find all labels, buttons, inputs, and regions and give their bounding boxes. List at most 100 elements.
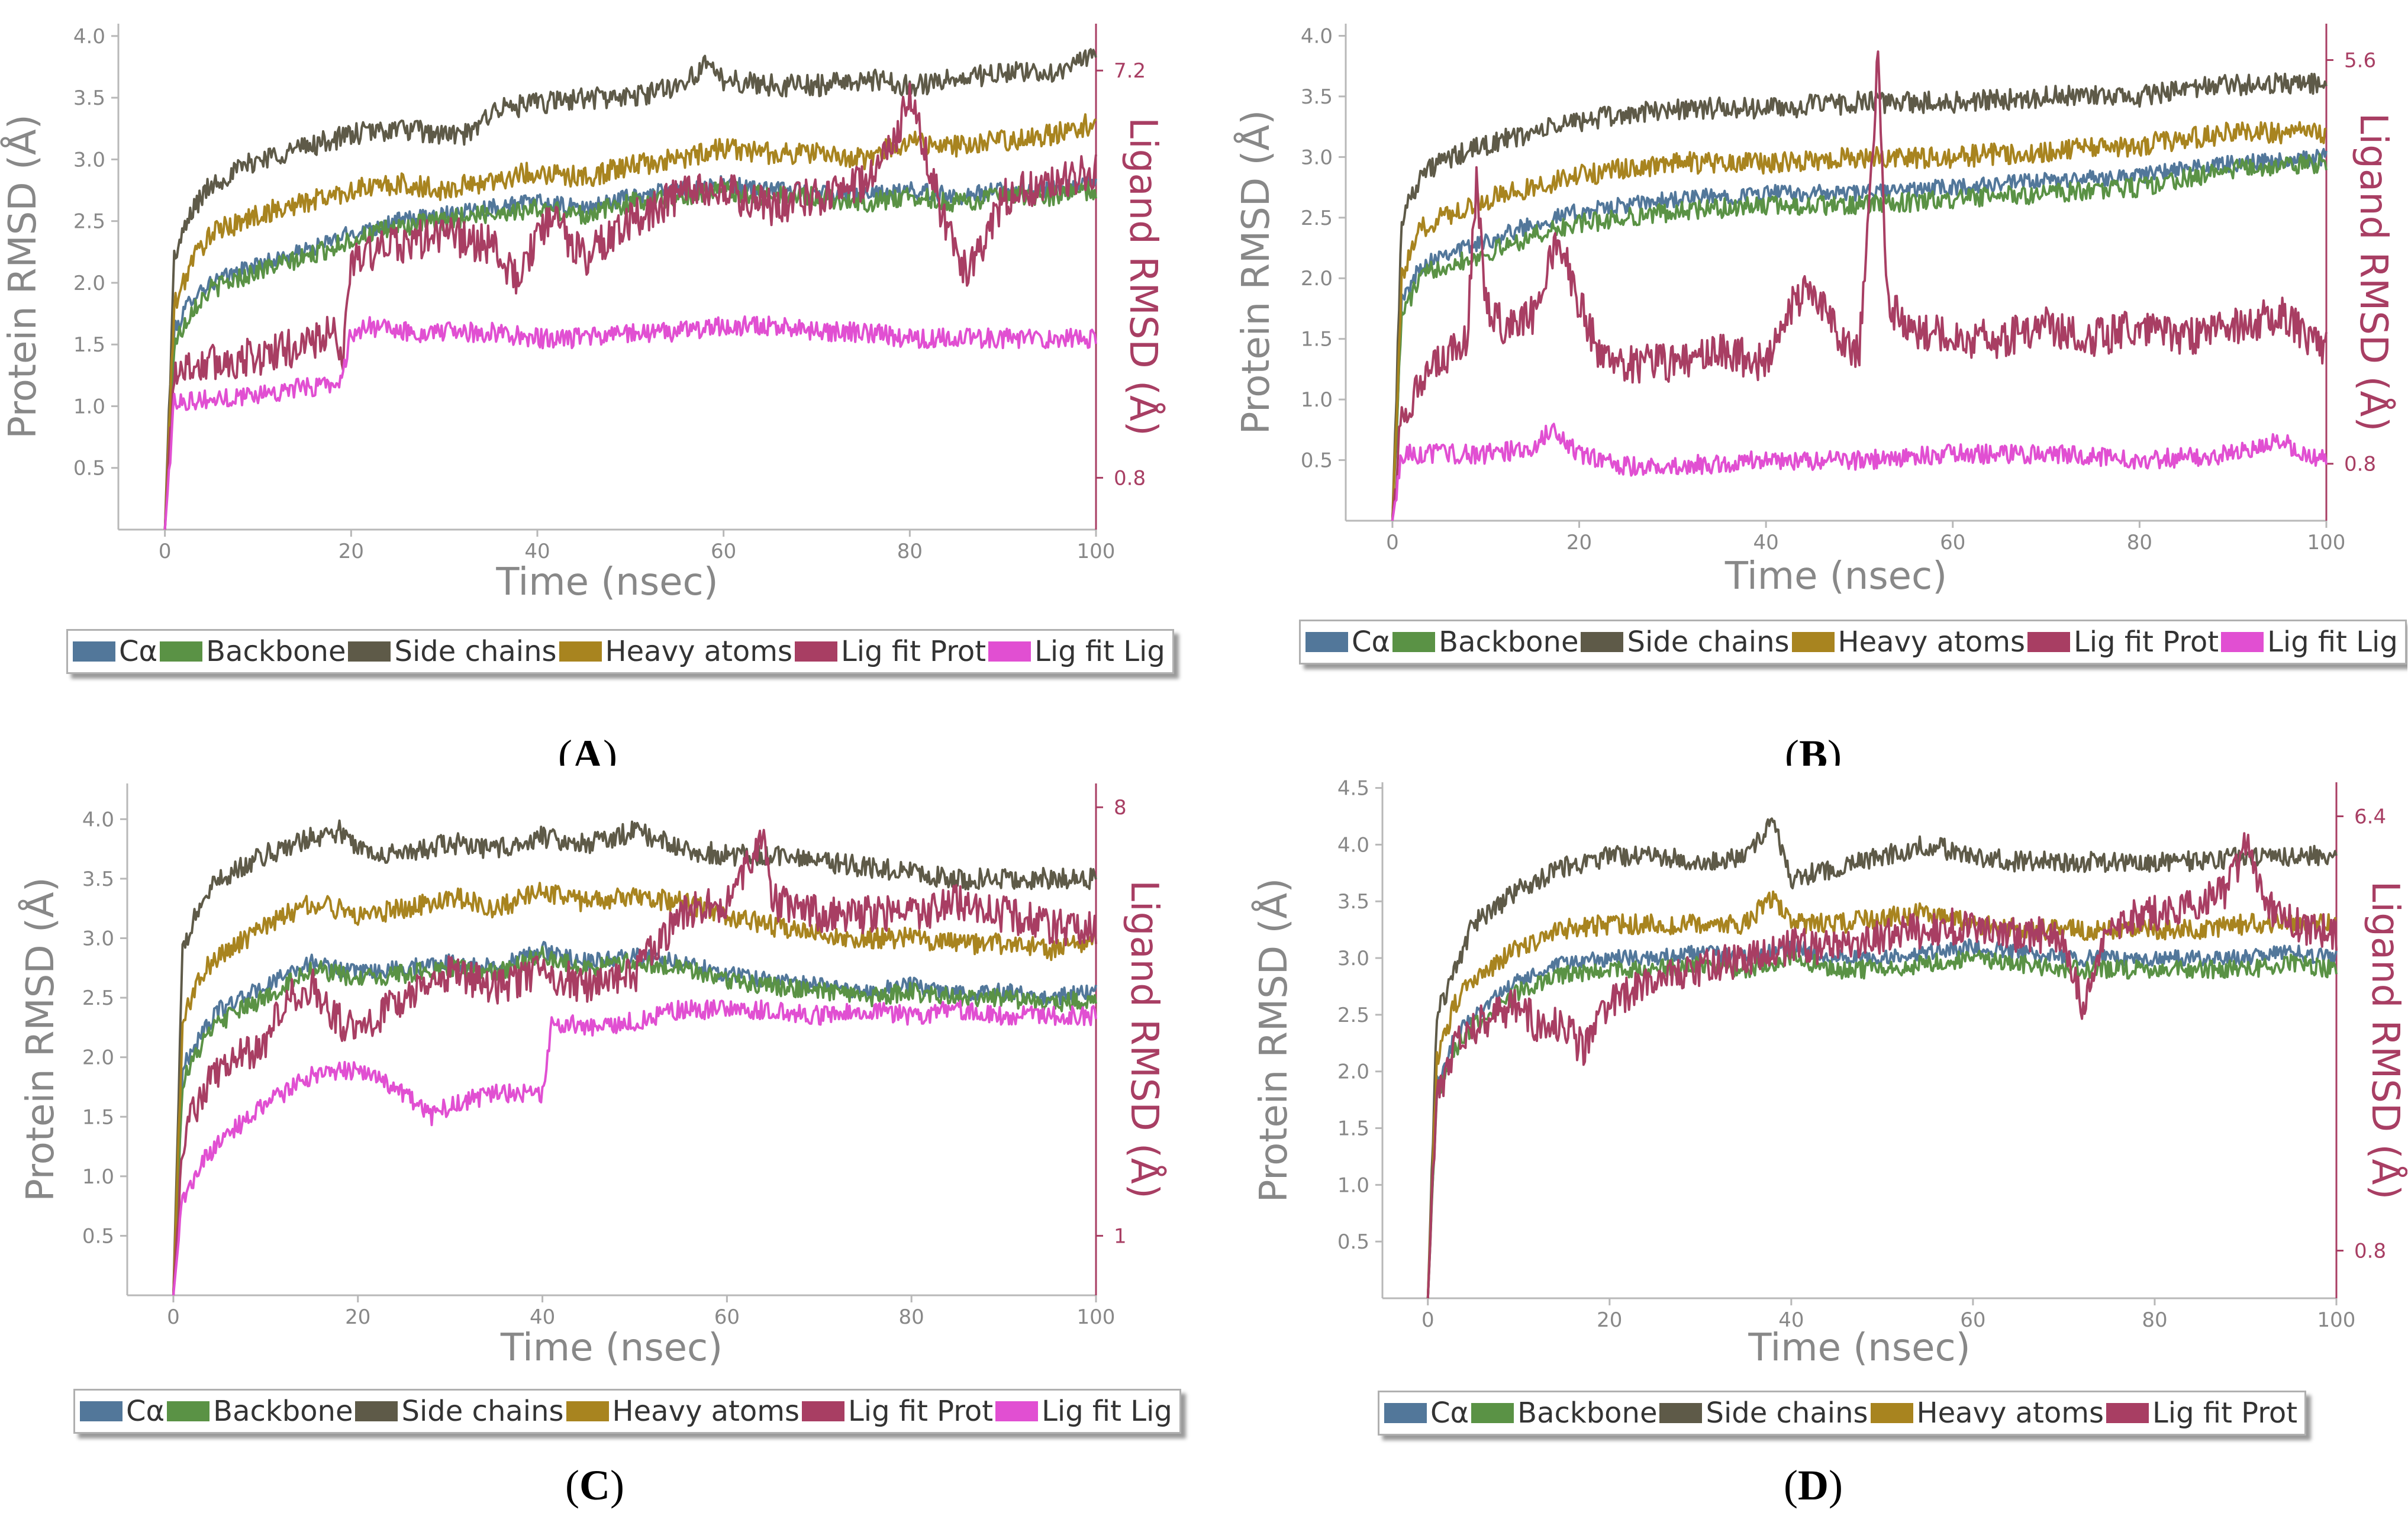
x-tick-label: 100 [1077, 1305, 1116, 1329]
chart-svg-c: 0 20 40 60 80 100 0.5 1.0 1.5 2.0 2.5 3.0 3.5 4.0 8 1 Ti… [18, 783, 1167, 1370]
legend-label: Lig fit Prot [848, 1395, 994, 1428]
legend-label: Side chains [1627, 625, 1790, 659]
panel-label-c: (C) [565, 1462, 624, 1509]
y-tick-label: 3.0 [73, 148, 105, 172]
series-line-lig-fit-lig [172, 999, 1097, 1296]
series-line-backbone [163, 180, 1097, 530]
legend-label: Side chains [401, 1395, 564, 1428]
legend-swatch [988, 641, 1031, 662]
legend-label: Side chains [1706, 1396, 1868, 1430]
legend-entry: Side chains [1659, 1396, 1868, 1430]
series-line-heavy-atoms [1426, 890, 2337, 1299]
series-group [1426, 817, 2338, 1299]
x-tick-label: 0 [1386, 531, 1399, 554]
legend-entry: Lig fit Prot [795, 635, 986, 668]
y2-tick-label: 0.8 [1114, 466, 1146, 490]
legend-label: Heavy atoms [612, 1395, 800, 1428]
legend-swatch [73, 641, 115, 662]
chart-panel-b: 0 20 40 60 80 100 0.5 1.0 1.5 2.0 2.5 3.0 3.5 4.0 5.6 0… [1204, 0, 2407, 766]
y-tick-label: 2.5 [82, 986, 114, 1010]
series-line-heavy-atoms [1391, 121, 2327, 521]
legend-entry: Cα [1305, 625, 1390, 659]
chart-panel-a: 0 20 40 60 80 100 0.5 1.0 1.5 2.0 2.5 3.0 3.5 4.0 7.2 0… [0, 0, 1204, 766]
legend-swatch [1659, 1403, 1703, 1423]
y2-tick-label: 0.8 [2344, 453, 2376, 476]
legend-entry: Backbone [1471, 1396, 1657, 1430]
legend-label: Heavy atoms [1916, 1396, 2104, 1430]
x-tick-label: 60 [714, 1305, 740, 1329]
y2-axis-label: Ligand RMSD (Å) [1121, 117, 1166, 436]
x-axis-label: Time (nsec) [500, 1326, 723, 1370]
legend-swatch [355, 1401, 398, 1421]
chart-svg-b: 0 20 40 60 80 100 0.5 1.0 1.5 2.0 2.5 3.0 3.5 4.0 5.6 0… [1233, 24, 2396, 598]
panel-label-d: (D) [1784, 1462, 1843, 1509]
legend-label: Lig fit Prot [2074, 625, 2219, 659]
y-tick-label: 2.5 [1301, 207, 1333, 230]
y-tick-label: 1.0 [82, 1165, 114, 1189]
x-tick-label: 80 [2142, 1308, 2167, 1332]
series-group [172, 819, 1097, 1296]
legend-swatch [2027, 632, 2071, 652]
x-tick-label: 80 [897, 540, 923, 563]
series-line-side-chains [1426, 817, 2338, 1299]
legend-c: Cα Backbone Side chains Heavy atoms Lig fit … [73, 1389, 1181, 1434]
legend-entry: Heavy atoms [1870, 1396, 2104, 1430]
y-tick-label: 2.5 [73, 210, 105, 234]
x-tick-label: 80 [2127, 531, 2152, 554]
x-tick-label: 40 [530, 1305, 555, 1329]
legend-swatch [1870, 1403, 1913, 1423]
x-axis-label: Time (nsec) [495, 560, 718, 604]
series-line-side-chains [163, 48, 1097, 530]
legend-swatch [2221, 632, 2264, 652]
legend-entry: Side chains [1581, 625, 1790, 659]
legend-entry: Lig fit Prot [802, 1395, 993, 1428]
legend-swatch [1471, 1403, 1514, 1423]
x-tick-label: 80 [899, 1305, 924, 1329]
y-tick-label: 0.5 [82, 1224, 114, 1248]
legend-label: Heavy atoms [605, 635, 793, 668]
legend-entry: Heavy atoms [566, 1395, 800, 1428]
series-group [163, 48, 1097, 530]
x-tick-label: 100 [1077, 540, 1116, 563]
y2-tick-label: 8 [1114, 796, 1127, 820]
chart-panel-c: 0 20 40 60 80 100 0.5 1.0 1.5 2.0 2.5 3.0 3.5 4.0 8 1 Ti… [0, 766, 1204, 1531]
y-tick-label: 4.5 [1337, 777, 1369, 801]
y-tick-label: 2.0 [1337, 1060, 1369, 1084]
y2-tick-label: 5.6 [2344, 49, 2376, 72]
legend-swatch [802, 1401, 845, 1421]
legend-label: Lig fit Prot [2152, 1396, 2298, 1430]
legend-label: Lig fit Prot [841, 635, 987, 668]
y2-axis-label: Ligand RMSD (Å) [2363, 881, 2407, 1199]
x-axis-label: Time (nsec) [1748, 1326, 1970, 1370]
y-tick-label: 0.5 [1301, 449, 1333, 473]
legend-label: Backbone [206, 635, 346, 668]
y-tick-label: 3.0 [1301, 146, 1333, 169]
y-axis-label: Protein RMSD (Å) [18, 877, 63, 1201]
series-line-lig-fit-prot [1426, 832, 2338, 1299]
legend-entry: Lig fit Lig [988, 635, 1165, 668]
y-tick-label: 3.0 [1337, 947, 1369, 970]
y-tick-label: 1.5 [73, 333, 105, 357]
legend-swatch [1392, 632, 1436, 652]
series-line-lig-fit-lig [1391, 422, 2328, 521]
y-tick-label: 2.0 [1301, 267, 1333, 291]
x-tick-label: 20 [1566, 531, 1592, 554]
legend-entry: Backbone [1392, 625, 1578, 659]
legend-entry: Cα [73, 635, 157, 668]
y2-axis-label: Ligand RMSD (Å) [2351, 113, 2396, 431]
series-line-backbone [1391, 153, 2328, 521]
legend-entry: Heavy atoms [1791, 625, 2025, 659]
legend-entry: Cα [80, 1395, 165, 1428]
legend-b: Cα Backbone Side chains Heavy atoms Lig fit … [1299, 620, 2407, 665]
y2-tick-label: 1 [1114, 1224, 1127, 1248]
legend-entry: Lig fit Prot [2027, 625, 2219, 659]
x-tick-label: 40 [1778, 1308, 1804, 1332]
y-tick-label: 1.0 [1337, 1173, 1369, 1197]
series-line-backbone [1426, 949, 2338, 1299]
legend-swatch [566, 1401, 609, 1421]
legend-label: Side chains [394, 635, 557, 668]
y2-tick-label: 6.4 [2354, 805, 2386, 828]
x-tick-label: 60 [711, 540, 736, 563]
legend-swatch [795, 641, 838, 662]
y-axis-label: Protein RMSD (Å) [1233, 110, 1278, 434]
